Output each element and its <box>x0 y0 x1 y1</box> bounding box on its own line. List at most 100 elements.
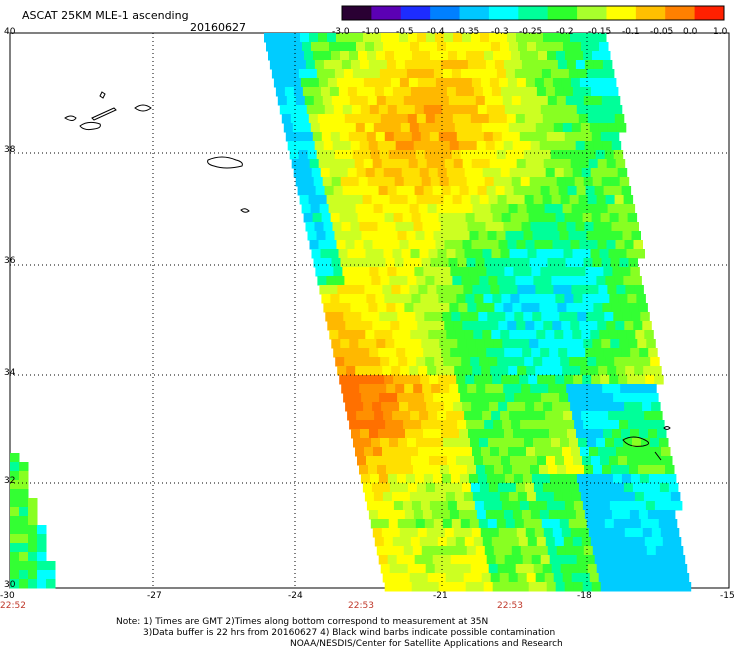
lon-label: -21 <box>433 591 448 601</box>
swath-cell <box>553 123 564 133</box>
swath-cell <box>367 96 378 106</box>
swath-cell <box>557 465 567 475</box>
swath-cell <box>417 321 427 331</box>
swath-cell <box>462 240 472 250</box>
swath-cell <box>478 519 489 529</box>
swath-cell <box>584 510 595 520</box>
swath-cell <box>443 357 453 367</box>
swath-cell <box>584 222 594 232</box>
swath-cell <box>560 483 571 493</box>
swath-cell <box>602 141 613 151</box>
swath-cell <box>581 168 592 178</box>
swath-cell <box>442 150 453 160</box>
swath-cell <box>525 240 535 250</box>
swath-cell <box>292 123 303 133</box>
swath-cell <box>589 123 600 133</box>
swath-cell <box>305 60 316 70</box>
swath-cell <box>488 564 499 574</box>
swath-cell <box>392 330 402 340</box>
swath-cell <box>361 393 371 403</box>
swath-cell <box>636 294 646 304</box>
swath-cell <box>507 33 517 43</box>
swath-cell <box>494 510 505 520</box>
swath-cell <box>338 330 348 340</box>
swath-cell <box>603 348 613 358</box>
swath-cell <box>501 213 512 223</box>
swath-cell <box>627 213 638 223</box>
swath-cell <box>641 483 652 493</box>
swath-cell <box>449 222 459 232</box>
swath-cell <box>401 168 412 178</box>
swath-cell <box>28 570 38 580</box>
swath-cell <box>526 366 536 376</box>
swath-cell <box>549 474 560 484</box>
swath-cell <box>559 150 570 160</box>
swath-cell <box>588 33 598 43</box>
swath-cell <box>534 321 544 331</box>
swath-cell <box>603 474 614 484</box>
swath-cell <box>491 249 501 259</box>
swath-cell <box>369 348 379 358</box>
swath-cell <box>371 483 382 493</box>
swath-cell <box>483 456 493 466</box>
swath-cell <box>569 114 580 124</box>
swath-cell <box>376 177 387 187</box>
swath-cell <box>491 168 502 178</box>
swath-cell <box>473 168 484 178</box>
swath-cell <box>534 159 545 169</box>
swath-cell <box>391 492 402 502</box>
swath-cell <box>425 564 436 574</box>
swath-cell <box>570 159 581 169</box>
swath-cell <box>504 105 515 115</box>
swath-cell <box>453 159 464 169</box>
swath-cell <box>551 114 562 124</box>
swath-cell <box>525 33 535 43</box>
swath-cell <box>507 240 517 250</box>
swath-cell <box>473 537 484 547</box>
swath-cell <box>514 150 525 160</box>
swath-cell <box>374 330 384 340</box>
swath-cell <box>428 330 438 340</box>
swath-cell <box>509 87 520 97</box>
swath-cell <box>523 393 533 403</box>
swath-cell <box>632 276 642 286</box>
swath-cell <box>474 375 484 385</box>
swath-cell <box>560 564 571 574</box>
lat-label: 32 <box>4 476 16 486</box>
swath-cell <box>524 195 535 205</box>
swath-cell <box>341 303 351 313</box>
swath-cell <box>474 456 484 466</box>
swath-cell <box>555 132 566 142</box>
swath-cell <box>484 96 495 106</box>
swath-cell <box>303 132 314 142</box>
swath-cell <box>566 510 577 520</box>
swath-cell <box>531 348 541 358</box>
swath-cell <box>304 51 314 61</box>
swath-cell <box>538 420 548 430</box>
swath-cell <box>482 168 493 178</box>
swath-cell <box>533 564 544 574</box>
swath-cell <box>370 519 381 529</box>
swath-cell <box>467 222 477 232</box>
swath-cell <box>441 429 451 439</box>
swath-cell <box>438 501 449 511</box>
swath-cell <box>457 51 467 61</box>
swath-cell <box>419 42 429 52</box>
swath-cell <box>19 525 29 535</box>
swath-cell <box>360 186 371 196</box>
swath-cell <box>332 222 342 232</box>
swath-cell <box>443 483 454 493</box>
swath-cell <box>605 438 615 448</box>
swath-cell <box>346 123 357 133</box>
lon-label: -18 <box>577 591 592 601</box>
swath-cell <box>513 474 524 484</box>
swath-cell <box>609 375 619 385</box>
swath-cell <box>471 402 481 412</box>
swath-cell <box>359 384 369 394</box>
swath-cell <box>315 105 326 115</box>
swath-cell <box>555 501 566 511</box>
swath-cell <box>412 51 422 61</box>
swath-cell <box>295 51 305 61</box>
swath-cell <box>377 465 387 475</box>
swath-cell <box>578 483 589 493</box>
